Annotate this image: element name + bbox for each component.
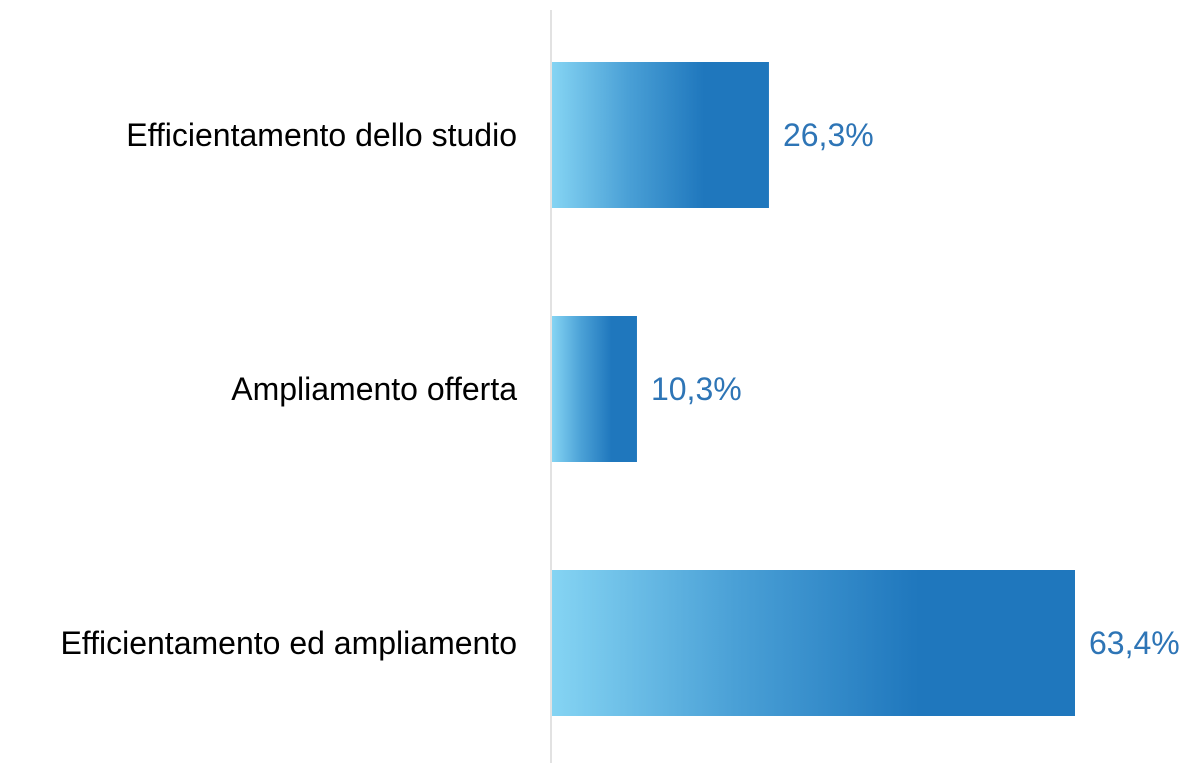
category-label-1: Ampliamento offerta [231, 371, 517, 407]
category-label-2: Efficientamento ed ampliamento [60, 625, 517, 661]
value-label-2: 63,4% [1089, 625, 1180, 661]
bar-2 [552, 570, 1075, 716]
value-label-0: 26,3% [783, 117, 874, 153]
bar-1 [552, 316, 637, 462]
category-label-0: Efficientamento dello studio [126, 117, 517, 153]
bar-group: Efficientamento dello studio 26,3% Ampliam… [60, 62, 1180, 716]
value-label-1: 10,3% [651, 371, 742, 407]
bar-0 [552, 62, 769, 208]
